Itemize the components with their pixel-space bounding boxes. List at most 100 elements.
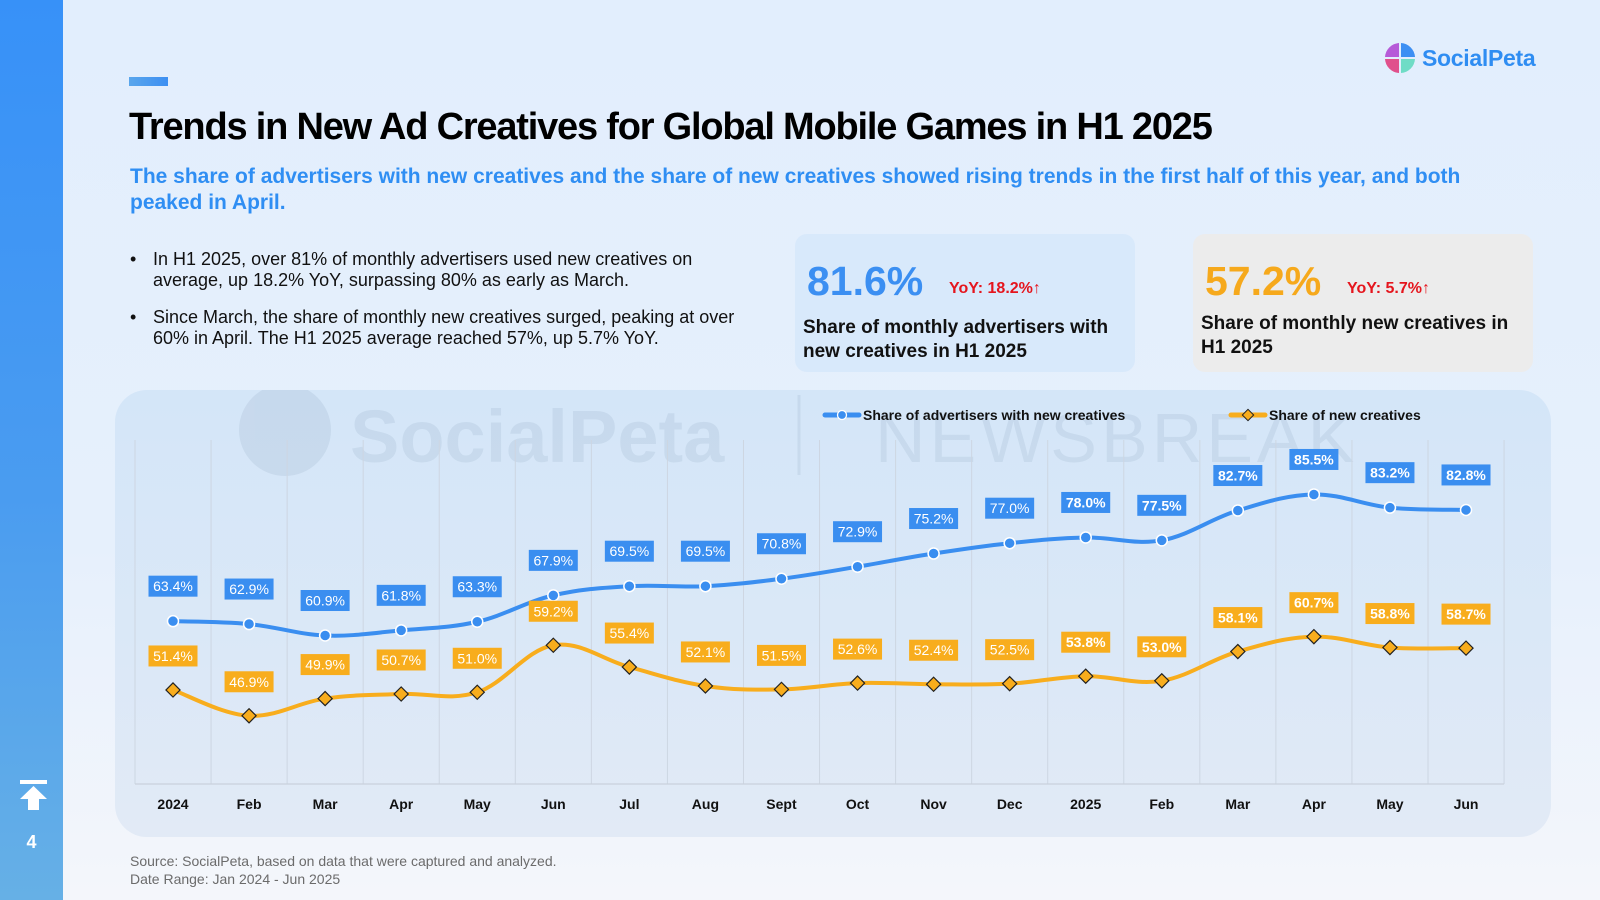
x-tick-label: Feb: [237, 796, 262, 812]
data-label: 83.2%: [1365, 462, 1415, 484]
series-advertisers: 63.4% 62.9% 60.9% 61.8% 63.3% 67.9% 69.5% 69.5%…: [148, 448, 1491, 642]
data-label: 59.2%: [528, 600, 578, 622]
data-label: 67.9%: [528, 549, 578, 571]
x-tick-label: May: [464, 796, 491, 812]
data-point: [925, 676, 942, 693]
data-label: 85.5%: [1289, 448, 1339, 470]
kpi-yoy: YoY: 18.2%↑: [949, 280, 1041, 297]
data-label: 60.7%: [1289, 592, 1339, 614]
x-tick-label: Oct: [846, 796, 870, 812]
data-point: [1459, 503, 1473, 517]
data-label-box: [528, 549, 578, 571]
data-point: [1382, 639, 1398, 656]
data-label-box: [1365, 603, 1415, 625]
data-point: [773, 681, 790, 698]
data-label-box: [452, 576, 502, 598]
kpi-description: Share of monthly new creatives in H1 202…: [1201, 313, 1509, 358]
data-label-text: 78.0%: [1066, 494, 1106, 510]
bullet-marker: •: [130, 249, 137, 269]
data-point: [317, 690, 334, 707]
page-number: 4: [26, 832, 37, 852]
data-label-text: 82.8%: [1446, 467, 1486, 483]
data-point: [470, 615, 484, 628]
data-label-box: [985, 639, 1035, 661]
source-note: Source: SocialPeta, based on data that w…: [130, 853, 557, 869]
sidebar: 4: [0, 0, 63, 900]
data-label-text: 59.2%: [533, 603, 573, 619]
data-label: 46.9%: [224, 671, 274, 693]
legend-marker-circle-icon: [836, 409, 848, 421]
data-label-text: 49.9%: [305, 657, 345, 673]
data-point: [1077, 668, 1094, 685]
arrow-up-to-line-icon[interactable]: [20, 780, 47, 812]
data-label-text: 77.5%: [1142, 497, 1182, 513]
data-label-text: 58.1%: [1218, 610, 1258, 626]
x-tick-label: Jun: [1454, 796, 1479, 812]
kpi-yoy: YoY: 5.7%↑: [1347, 280, 1430, 297]
data-label: 58.8%: [1365, 603, 1415, 625]
data-label-box: [680, 641, 730, 663]
data-label-box: [148, 645, 198, 667]
data-label-box: [224, 671, 274, 693]
key-findings-list: • In H1 2025, over 81% of monthly advert…: [130, 249, 760, 365]
data-label-box: [756, 533, 806, 555]
data-label-text: 69.5%: [610, 543, 650, 559]
kpi-description: Share of monthly advertisers with new cr…: [803, 317, 1109, 362]
legend-item: Share of new creatives: [1228, 407, 1421, 423]
data-label-text: 51.5%: [762, 647, 802, 663]
data-label: 69.5%: [680, 540, 730, 562]
data-label: 61.8%: [376, 584, 426, 606]
data-label-text: 50.7%: [381, 652, 421, 668]
watermark-logo-icon: [239, 390, 331, 476]
data-label-box: [833, 638, 883, 660]
data-label: 78.0%: [1061, 491, 1111, 513]
logo-text: SocialPeta: [1422, 44, 1536, 71]
data-label: 72.9%: [833, 521, 883, 543]
data-label-text: 58.8%: [1370, 606, 1410, 622]
data-label-text: 55.4%: [610, 625, 650, 641]
kpi-value: 81.6%: [807, 258, 924, 304]
data-label-box: [1289, 592, 1339, 614]
data-point: [1231, 504, 1245, 517]
socialpeta-logo-icon: [1385, 43, 1415, 73]
data-point: [1229, 643, 1246, 660]
data-label-text: 75.2%: [914, 511, 954, 527]
data-label: 51.5%: [756, 644, 806, 666]
data-label: 53.8%: [1061, 631, 1111, 653]
page-subtitle: The share of advertisers with new creati…: [130, 165, 1461, 214]
data-point: [547, 589, 560, 602]
watermark-text: SocialPeta: [350, 395, 725, 478]
data-label-text: 53.0%: [1142, 639, 1182, 655]
data-label: 69.5%: [604, 540, 654, 562]
data-point: [775, 572, 788, 585]
watermark-text: NEWSBREAK: [875, 399, 1358, 477]
chart-panel: SocialPeta NEWSBREAK 2024 Feb Mar Apr May Jun Ju…: [115, 390, 1551, 837]
data-label: 62.9%: [224, 578, 274, 600]
data-point: [1155, 534, 1169, 547]
data-point: [1153, 672, 1170, 689]
data-label-box: [300, 590, 350, 612]
x-tick-label: Sept: [766, 796, 797, 812]
legend: Share of advertisers with new creatives S…: [822, 407, 1421, 423]
data-point: [394, 624, 408, 637]
data-point: [1458, 640, 1474, 657]
data-point: [1307, 488, 1321, 501]
key-finding-item: • Since March, the share of monthly new …: [130, 307, 760, 349]
data-label: 52.5%: [985, 639, 1035, 661]
data-label-box: [376, 584, 426, 606]
data-label-box: [1061, 631, 1111, 653]
socialpeta-logo: SocialPeta: [1384, 40, 1536, 76]
data-label-box: [1441, 603, 1491, 625]
data-label-box: [1137, 636, 1187, 658]
data-point: [545, 637, 562, 654]
bullet-marker: •: [130, 307, 137, 327]
x-tick-label: Mar: [1225, 796, 1250, 812]
data-label-box: [300, 654, 350, 676]
data-label: 55.4%: [604, 622, 654, 644]
kpi-card-creatives: 57.2% YoY: 5.7%↑ Share of monthly new cr…: [1193, 234, 1533, 372]
data-label: 77.5%: [1137, 494, 1187, 516]
data-label-text: 63.4%: [153, 578, 193, 594]
data-label-box: [756, 644, 806, 666]
x-tick-label: Nov: [920, 796, 947, 812]
data-label-box: [376, 649, 426, 671]
